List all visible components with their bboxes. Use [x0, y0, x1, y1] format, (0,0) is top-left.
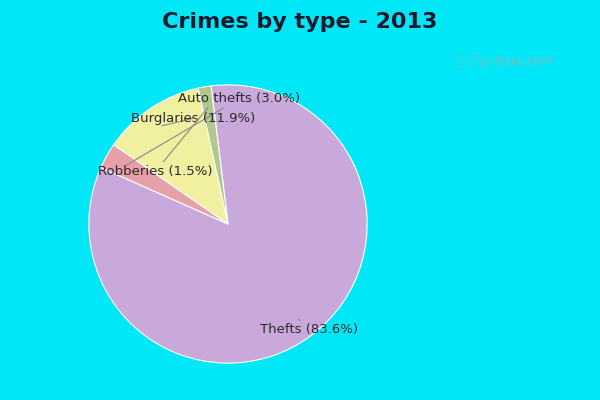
Wedge shape — [89, 85, 367, 363]
Text: Crimes by type - 2013: Crimes by type - 2013 — [163, 12, 437, 32]
Wedge shape — [113, 88, 228, 224]
Wedge shape — [198, 86, 228, 224]
Text: Thefts (83.6%): Thefts (83.6%) — [260, 319, 358, 336]
Wedge shape — [101, 145, 228, 224]
Text: Auto thefts (3.0%): Auto thefts (3.0%) — [125, 92, 300, 166]
Text: Robberies (1.5%): Robberies (1.5%) — [98, 108, 213, 178]
Text: ⓘ City-Data.com: ⓘ City-Data.com — [457, 56, 551, 68]
Text: Burglaries (11.9%): Burglaries (11.9%) — [131, 112, 256, 126]
